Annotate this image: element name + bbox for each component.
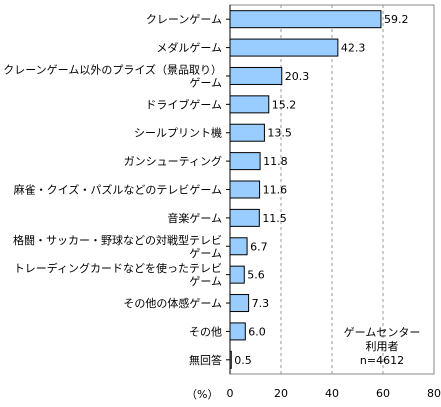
x-unit-label: （%）	[186, 388, 218, 401]
grid-layer	[226, 4, 435, 375]
x-tick-label: 80	[427, 387, 441, 400]
bar	[229, 10, 382, 29]
category-label: トレーディングカードなどを使ったテレビ	[14, 261, 222, 275]
bar	[229, 237, 248, 256]
bar	[229, 350, 232, 369]
bar-value-label: 11.6	[263, 184, 288, 197]
bar-layer	[229, 10, 382, 369]
category-label: ゲーム	[189, 275, 222, 288]
label-layer: 0 20 40 60 80 59.2 クレーンゲーム 42.3 メダルゲーム 20.3 クレーンゲー…	[3, 13, 441, 400]
bar	[229, 294, 250, 313]
bar	[229, 152, 261, 171]
category-label: メダルゲーム	[156, 41, 222, 55]
category-label: ドライブゲーム	[145, 97, 222, 111]
bar-value-label: 5.6	[247, 269, 265, 282]
bar	[229, 265, 245, 284]
bar-value-label: 59.2	[384, 13, 409, 26]
category-label: シールプリント機	[134, 126, 222, 140]
bar-value-label: 20.3	[285, 70, 310, 83]
bar-value-label: 42.3	[341, 42, 366, 55]
annotation-line: n=4612	[360, 354, 404, 367]
bar	[229, 180, 261, 199]
bar	[229, 123, 265, 142]
bar	[229, 95, 270, 114]
category-label: 麻雀・クイズ・パズルなどのテレビゲーム	[14, 183, 222, 197]
category-label: その他の体感ゲーム	[123, 296, 222, 310]
category-label: ゲーム	[189, 247, 222, 260]
bar	[229, 66, 283, 85]
category-label: その他	[189, 325, 222, 338]
x-tick-label: 60	[376, 387, 390, 400]
x-tick-label: 20	[274, 387, 288, 400]
bar	[229, 38, 339, 57]
bar-value-label: 11.8	[263, 155, 288, 168]
category-label: ガンシューティング	[124, 154, 222, 168]
bar-value-label: 7.3	[252, 297, 269, 310]
bar-value-label: 15.2	[272, 98, 297, 111]
category-label: 無回答	[189, 353, 222, 367]
category-label: クレーンゲーム	[146, 13, 222, 26]
x-tick-label: 40	[325, 387, 339, 400]
category-label: 音楽ゲーム	[167, 211, 222, 225]
bar	[229, 208, 260, 227]
bar-value-label: 6.7	[250, 240, 268, 253]
bar-value-label: 13.5	[267, 127, 292, 140]
category-label: クレーンゲーム以外のプライズ（景品取り）	[3, 62, 222, 76]
bar-value-label: 11.5	[262, 212, 287, 225]
annotation-line: 利用者	[366, 340, 399, 353]
bar	[229, 322, 246, 341]
category-label: 格闘・サッカー・野球などの対戦型テレビ	[13, 233, 222, 247]
category-label: ゲーム	[189, 76, 222, 89]
bar-value-label: 6.0	[248, 325, 265, 338]
annotation-line: ゲームセンター	[344, 326, 421, 339]
bar-value-label: 0.5	[234, 354, 252, 367]
x-tick-label: 0	[227, 387, 234, 400]
